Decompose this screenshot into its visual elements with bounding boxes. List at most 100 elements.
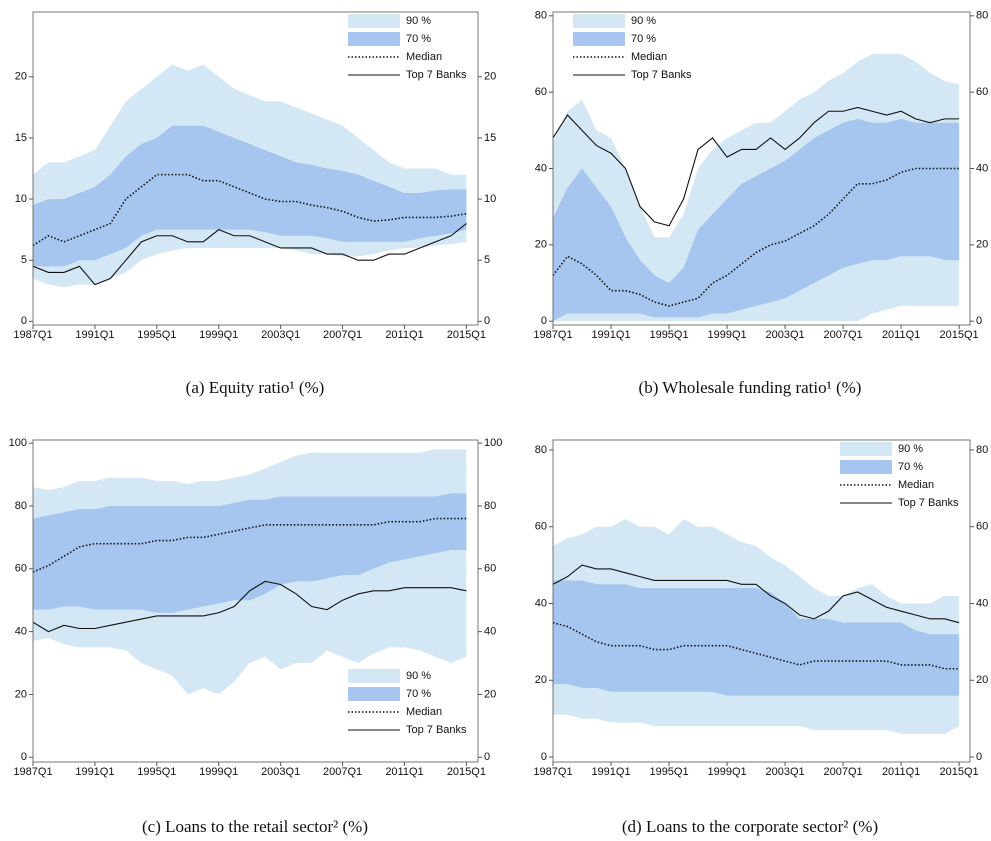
band — [33, 493, 467, 613]
y-tick-label: 60 — [535, 86, 547, 98]
y-tick-label: 20 — [535, 674, 547, 686]
y-tick-label: 0 — [541, 315, 547, 327]
line — [553, 621, 960, 670]
panel: 0 0 20 20 40 40 60 60 80 80 1987Q1 1991Q1 1995Q1 1999… — [533, 10, 988, 397]
band — [33, 125, 467, 267]
legend-label: 90 % — [898, 443, 923, 455]
plot-area — [33, 64, 467, 288]
legend-label: Top 7 Banks — [631, 69, 692, 81]
y-tick-label: 80 — [976, 10, 988, 22]
x-tick-label: 2007Q1 — [323, 329, 362, 341]
caption: (b) Wholesale funding ratio¹ (%) — [639, 378, 862, 397]
y-tick-label: 60 — [484, 563, 496, 575]
x-tick-label: 2011Q1 — [385, 329, 423, 341]
legend-label: Top 7 Banks — [406, 724, 467, 736]
y-tick-label: 20 — [484, 71, 496, 83]
band — [553, 118, 960, 322]
y-tick-label: 0 — [21, 315, 27, 327]
y-tick-label: 5 — [21, 254, 27, 266]
line — [33, 223, 467, 286]
y-tick-label: 80 — [535, 10, 547, 22]
y-tick-label: 0 — [484, 315, 490, 327]
y-tick-label: 60 — [15, 563, 27, 575]
y-tick-label: 80 — [535, 444, 547, 456]
x-tick-label: 1999Q1 — [707, 766, 746, 778]
x-tick-label: 2011Q1 — [882, 766, 920, 778]
y-tick-label: 40 — [484, 626, 496, 638]
y-tick-label: 80 — [15, 500, 27, 512]
legend-swatch — [348, 669, 400, 683]
band — [553, 580, 960, 696]
x-tick-label: 1999Q1 — [199, 766, 238, 778]
y-tick-label: 80 — [484, 500, 496, 512]
y-tick-label: 0 — [541, 751, 547, 763]
x-tick-label: 1999Q1 — [199, 329, 238, 341]
plot-area — [33, 449, 467, 695]
legend-swatch — [573, 14, 625, 28]
y-tick-label: 100 — [9, 437, 27, 449]
y-tick-label: 40 — [976, 597, 988, 609]
line — [33, 173, 467, 247]
legend-swatch — [840, 460, 892, 474]
legend-swatch — [573, 32, 625, 46]
y-tick-label: 0 — [976, 751, 982, 763]
line — [553, 167, 960, 307]
y-tick-label: 0 — [976, 315, 982, 327]
caption: (a) Equity ratio¹ (%) — [186, 378, 325, 397]
legend-label: Median — [631, 51, 667, 63]
legend-label: 70 % — [406, 33, 431, 45]
x-tick-label: 2015Q1 — [447, 766, 486, 778]
legend-label: Top 7 Banks — [898, 497, 959, 509]
x-tick-label: 1995Q1 — [137, 329, 176, 341]
x-tick-label: 2011Q1 — [385, 766, 423, 778]
legend: 90 % 70 % Median Top 7 Banks — [348, 14, 467, 81]
x-tick-label: 2007Q1 — [824, 329, 863, 341]
legend-swatch — [348, 14, 400, 28]
y-tick-label: 40 — [15, 626, 27, 638]
y-tick-label: 40 — [535, 162, 547, 174]
line — [33, 580, 467, 633]
y-tick-label: 10 — [484, 193, 496, 205]
legend-label: Top 7 Banks — [406, 69, 467, 81]
y-tick-label: 15 — [15, 132, 27, 144]
y-tick-label: 60 — [976, 86, 988, 98]
legend-label: Median — [406, 51, 442, 63]
x-tick-label: 2003Q1 — [765, 766, 804, 778]
x-tick-label: 1987Q1 — [13, 329, 52, 341]
y-tick-label: 0 — [21, 751, 27, 763]
legend-label: 70 % — [631, 33, 656, 45]
legend-swatch — [840, 442, 892, 456]
y-tick-label: 20 — [976, 239, 988, 251]
x-tick-label: 1991Q1 — [591, 329, 630, 341]
legend-label: 90 % — [406, 670, 431, 682]
frame — [32, 439, 479, 763]
x-tick-label: 2015Q1 — [940, 329, 979, 341]
y-tick-label: 40 — [976, 162, 988, 174]
caption: (c) Loans to the retail sector² (%) — [142, 817, 368, 836]
legend: 90 % 70 % Median Top 7 Banks — [573, 14, 692, 81]
x-tick-label: 2003Q1 — [765, 329, 804, 341]
x-tick-label: 2003Q1 — [261, 766, 300, 778]
x-tick-label: 1991Q1 — [591, 766, 630, 778]
legend-label: Median — [898, 479, 934, 491]
x-tick-label: 1991Q1 — [75, 766, 114, 778]
x-tick-label: 2015Q1 — [940, 766, 979, 778]
legend-swatch — [348, 687, 400, 701]
line — [553, 106, 960, 227]
caption: (d) Loans to the corporate sector² (%) — [622, 817, 878, 836]
x-tick-label: 2007Q1 — [824, 766, 863, 778]
line — [33, 517, 467, 573]
y-tick-label: 40 — [535, 597, 547, 609]
y-tick-label: 0 — [484, 751, 490, 763]
x-tick-label: 1987Q1 — [533, 766, 572, 778]
y-tick-label: 60 — [535, 521, 547, 533]
panel: 0 0 5 5 10 10 15 15 20 20 1987Q1 1991Q1 1995Q1 1999Q1… — [13, 11, 496, 397]
y-tick-label: 20 — [976, 674, 988, 686]
x-tick-label: 2007Q1 — [323, 766, 362, 778]
y-tick-label: 10 — [15, 193, 27, 205]
legend-swatch — [348, 32, 400, 46]
y-tick-label: 5 — [484, 254, 490, 266]
y-tick-label: 20 — [535, 239, 547, 251]
